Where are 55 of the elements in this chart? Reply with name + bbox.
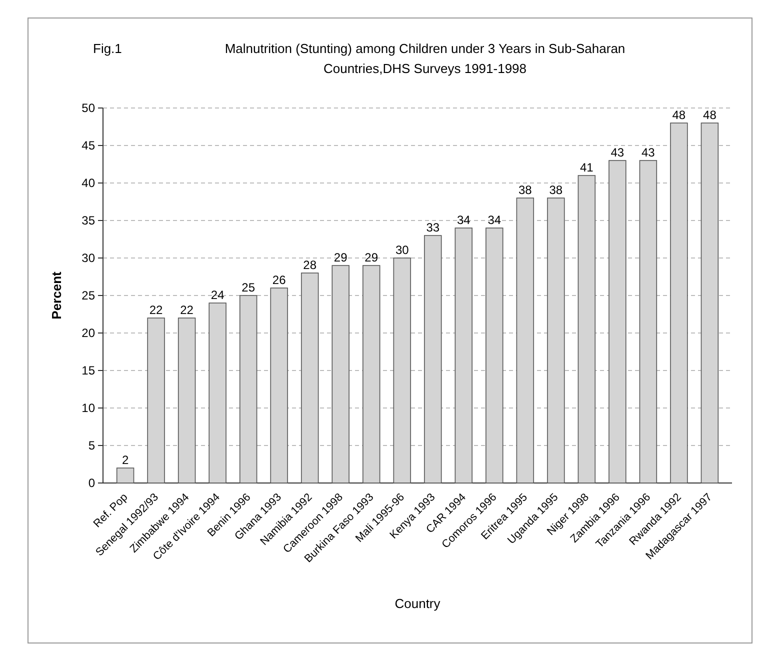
data-label: 28 (303, 258, 317, 272)
bar (424, 235, 442, 484)
y-tick-label: 50 (82, 101, 96, 116)
y-tick-label: 10 (82, 401, 96, 416)
bar (393, 258, 411, 484)
data-label: 2 (122, 453, 129, 467)
data-label: 43 (610, 146, 624, 160)
data-label: 48 (672, 108, 686, 122)
bar (116, 468, 134, 484)
caption: Fig.1 (93, 41, 122, 56)
bar (516, 198, 534, 484)
y-tick-label: 35 (82, 214, 96, 228)
data-label: 26 (272, 273, 286, 287)
y-tick-label: 15 (82, 364, 96, 378)
bar (670, 122, 688, 484)
data-label: 41 (580, 160, 594, 174)
y-tick-label: 45 (82, 138, 96, 153)
bar (578, 175, 596, 484)
data-label: 29 (364, 250, 378, 264)
data-label: 43 (642, 146, 656, 160)
bar (208, 302, 226, 484)
bar (486, 228, 504, 484)
data-label: 48 (703, 108, 717, 122)
x-axis-title: Country (394, 596, 441, 611)
bar (454, 228, 472, 484)
data-label: 38 (518, 183, 532, 197)
bar (332, 265, 350, 484)
bar (362, 265, 380, 484)
bar (639, 160, 658, 484)
chart-title: Malnutrition (Stunting) among Children under 3 Years in Sub-Saharan Countries,DHS Surveys 1991-1998 (224, 41, 626, 76)
bar (547, 198, 565, 484)
bar (608, 160, 626, 484)
y-tick-label: 30 (82, 251, 96, 266)
bar (270, 288, 288, 484)
data-label: 38 (549, 183, 563, 197)
data-label: 34 (456, 213, 471, 227)
data-label: 22 (149, 303, 164, 317)
bar (700, 122, 719, 484)
y-tick-label: 0 (88, 476, 96, 490)
y-tick-label: 20 (82, 326, 96, 340)
y-tick-label: 25 (82, 288, 96, 303)
bar (239, 295, 258, 484)
data-label: 24 (210, 288, 225, 302)
y-tick-label: 40 (82, 176, 96, 190)
data-label: 22 (180, 303, 194, 317)
data-label: 30 (395, 243, 410, 257)
y-tick-label: 5 (88, 438, 96, 453)
bar (178, 318, 196, 484)
data-label: 25 (242, 280, 256, 294)
data-label: 29 (334, 250, 348, 264)
y-axis-title: Percent (49, 270, 64, 320)
bar (300, 272, 319, 484)
data-label: 34 (488, 213, 502, 227)
bar (147, 318, 165, 484)
data-label: 33 (426, 220, 440, 234)
